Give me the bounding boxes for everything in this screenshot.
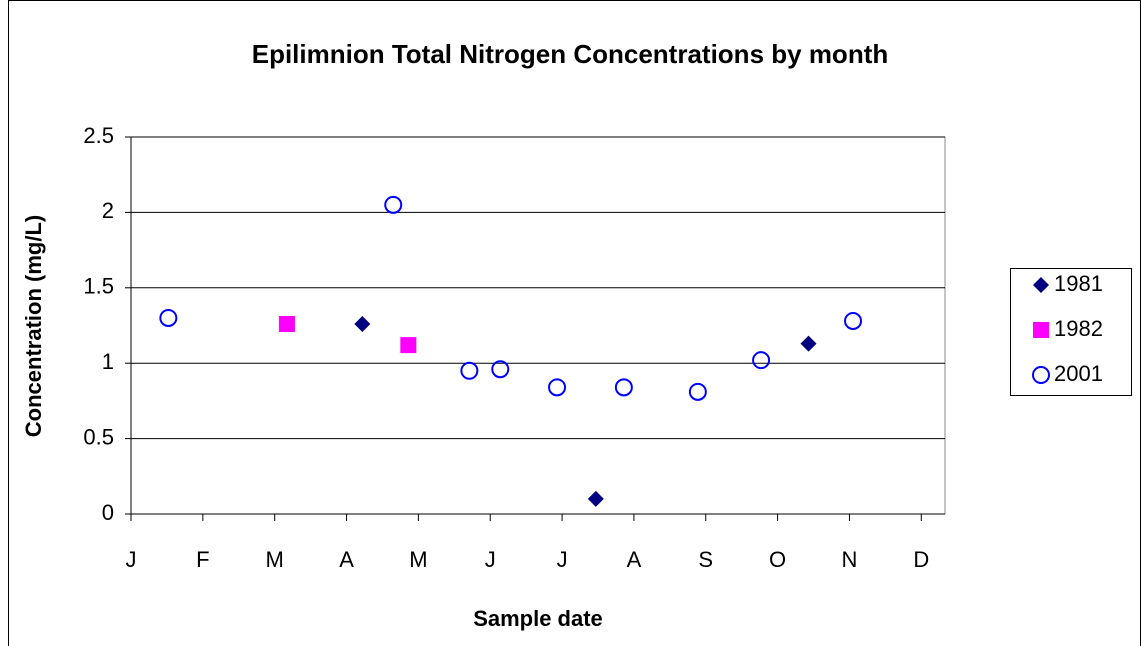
point bbox=[614, 378, 633, 397]
x-axis-label: Sample date bbox=[473, 606, 603, 631]
legend-marker bbox=[1033, 322, 1049, 338]
point bbox=[844, 311, 863, 330]
point bbox=[384, 195, 403, 214]
chart-title: Epilimnion Total Nitrogen Concentrations… bbox=[252, 39, 889, 69]
y-tick-label: 2.5 bbox=[83, 123, 114, 148]
plot-area bbox=[130, 136, 946, 515]
y-tick-label: 0.5 bbox=[83, 424, 114, 449]
point bbox=[548, 378, 567, 397]
point bbox=[587, 490, 604, 507]
x-tick-label: M bbox=[266, 547, 284, 572]
x-tick-label: J bbox=[126, 547, 137, 572]
x-tick-label: D bbox=[913, 547, 929, 572]
point bbox=[491, 360, 510, 379]
point bbox=[752, 351, 771, 370]
y-tick-label: 1 bbox=[102, 349, 114, 374]
x-tick-label: O bbox=[769, 547, 786, 572]
point bbox=[688, 382, 707, 401]
point bbox=[400, 337, 417, 354]
legend-marker bbox=[1032, 366, 1050, 384]
y-axis-label: Concentration (mg/L) bbox=[21, 215, 46, 437]
x-tick-label: N bbox=[842, 547, 858, 572]
y-tick-label: 0 bbox=[102, 500, 114, 525]
legend-label: 2001 bbox=[1054, 361, 1103, 386]
x-tick-label: J bbox=[485, 547, 496, 572]
x-tick-label: M bbox=[409, 547, 427, 572]
x-tick-label: A bbox=[339, 547, 354, 572]
y-tick-label: 1.5 bbox=[83, 274, 114, 299]
legend-box bbox=[1010, 268, 1132, 396]
point bbox=[159, 308, 178, 327]
x-tick-label: F bbox=[196, 547, 209, 572]
legend-marker bbox=[1033, 277, 1049, 293]
point bbox=[354, 315, 371, 332]
point bbox=[278, 315, 295, 332]
legend-label: 1982 bbox=[1054, 316, 1103, 341]
point bbox=[800, 335, 817, 352]
x-tick-label: J bbox=[557, 547, 568, 572]
y-tick-label: 2 bbox=[102, 198, 114, 223]
point bbox=[460, 361, 479, 380]
legend-label: 1981 bbox=[1054, 271, 1103, 296]
x-tick-label: S bbox=[698, 547, 713, 572]
x-tick-label: A bbox=[627, 547, 642, 572]
